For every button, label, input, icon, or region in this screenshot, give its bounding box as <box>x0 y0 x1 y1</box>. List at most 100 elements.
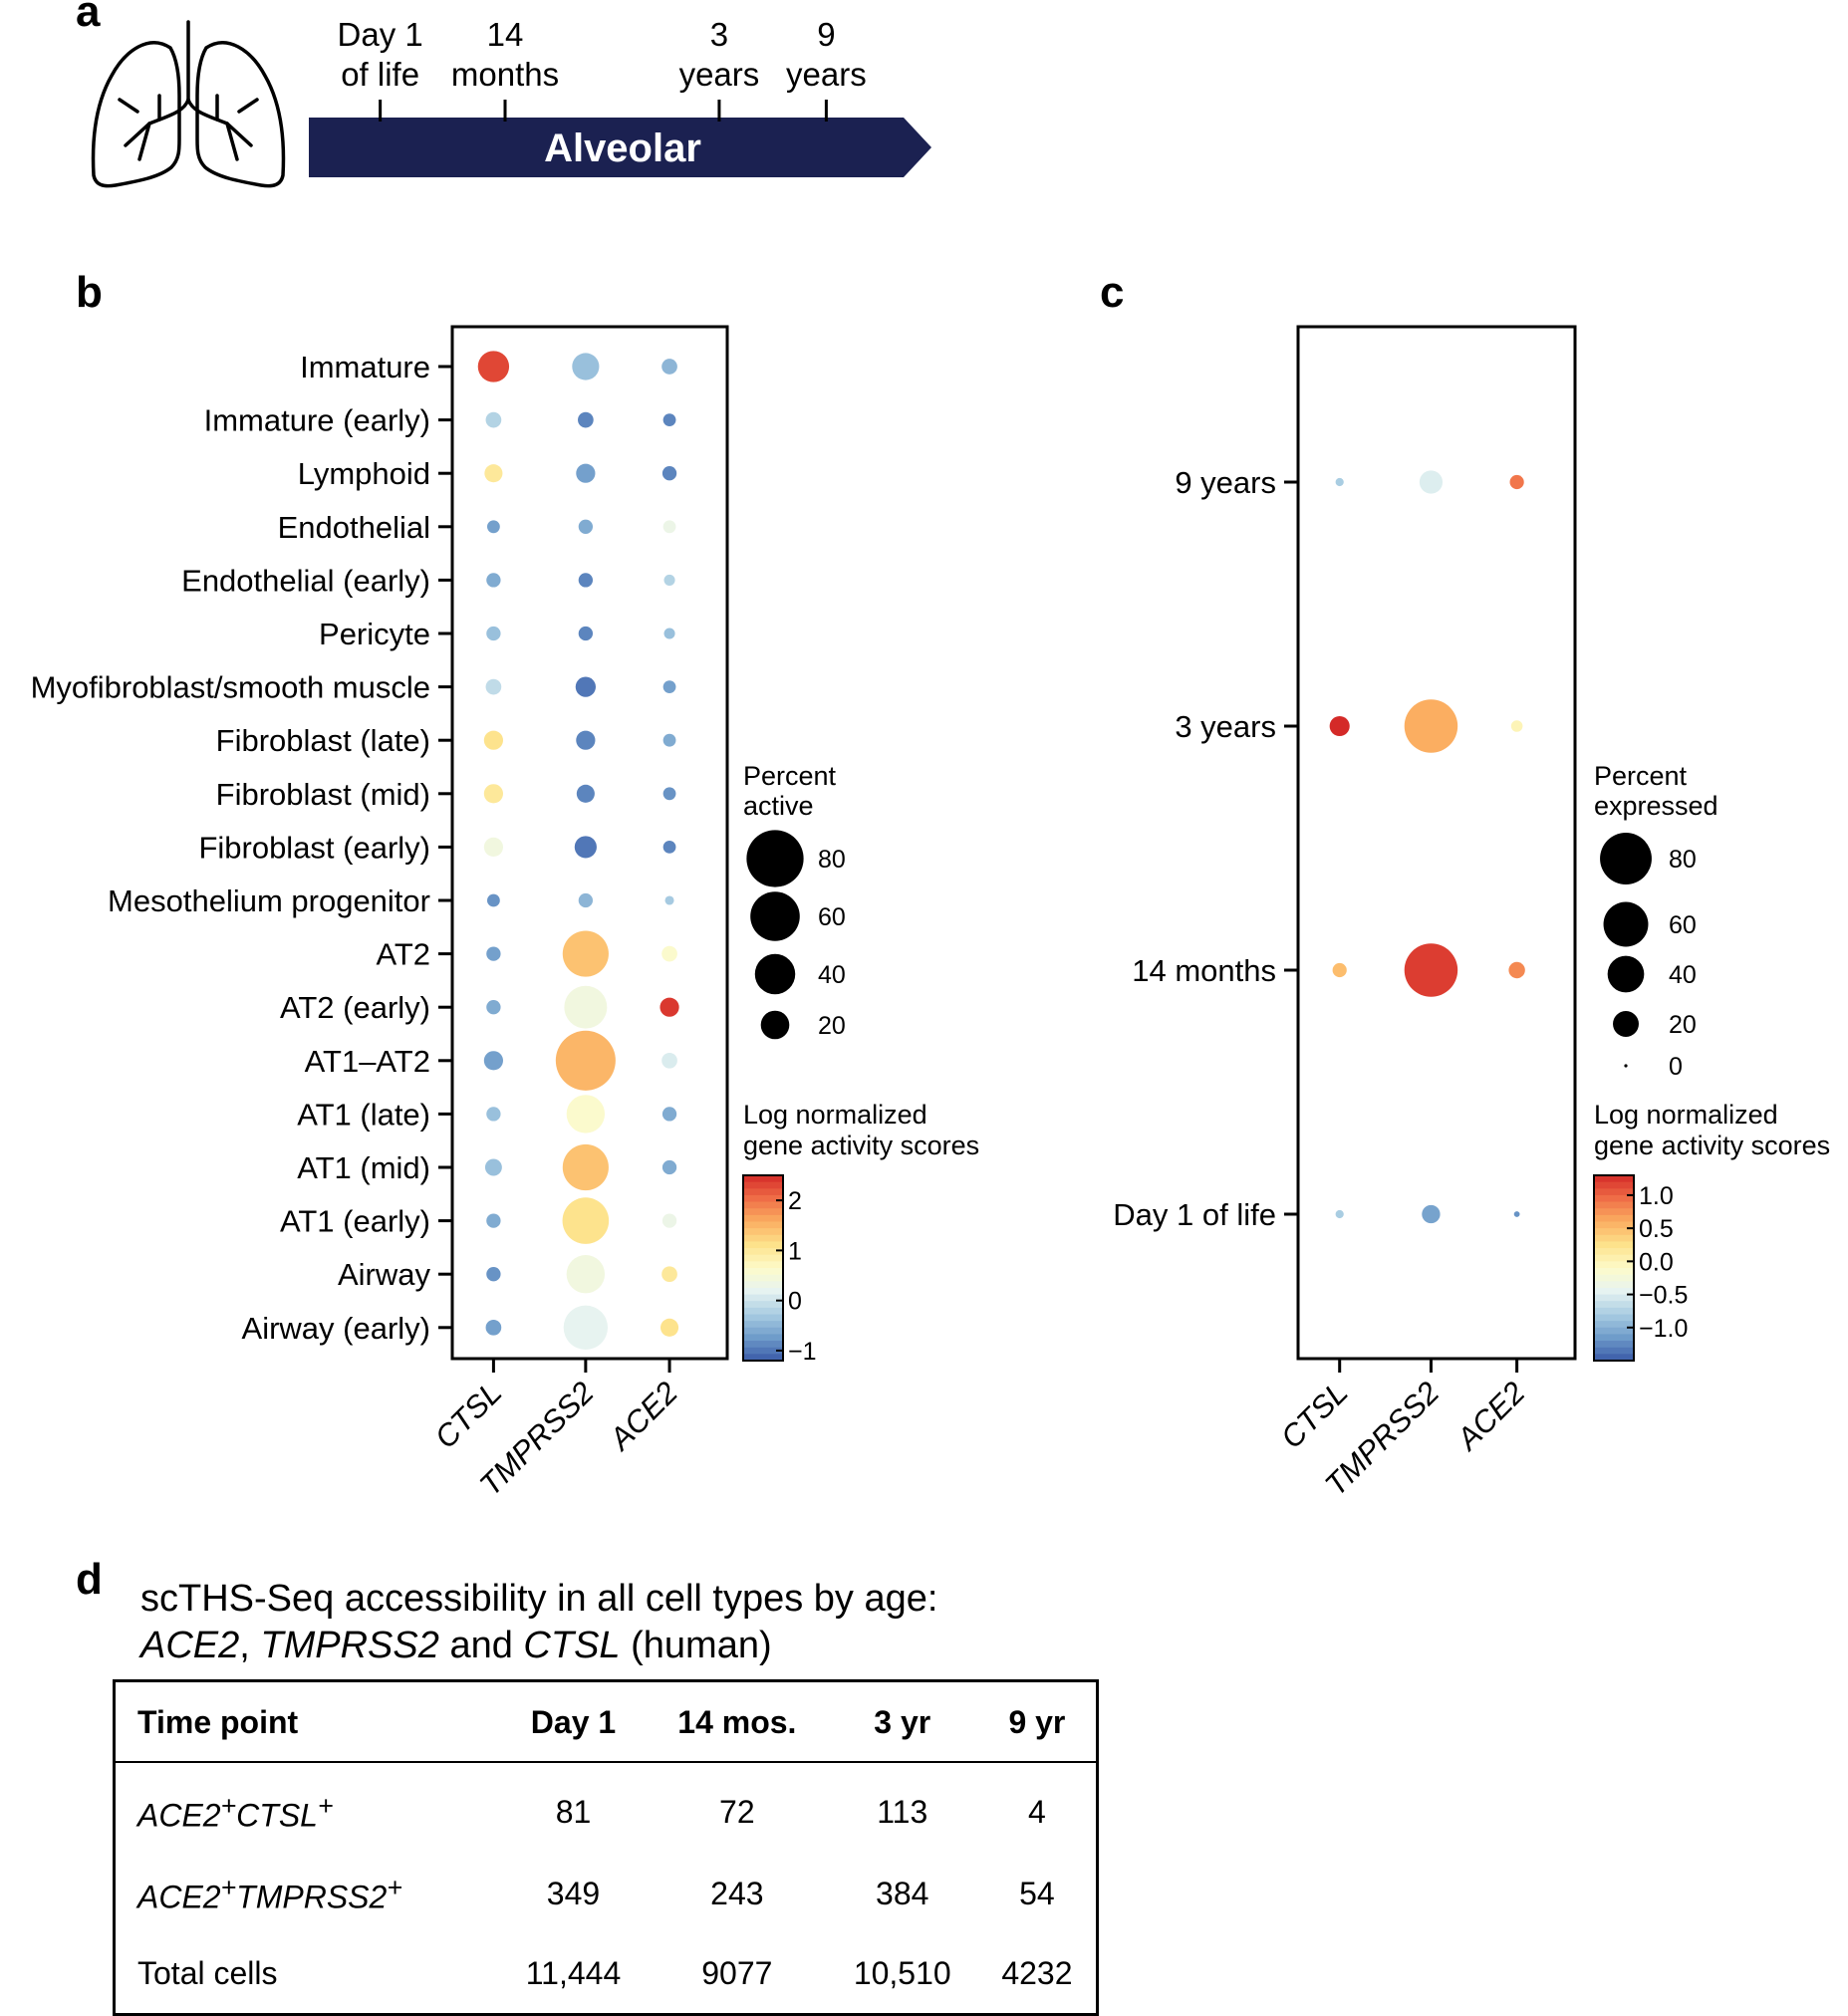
dot-ace2 <box>662 733 676 747</box>
y-tick-label: Fibroblast (late) <box>216 723 430 758</box>
title-sep-2: and <box>438 1625 524 1666</box>
colorbar-segment <box>743 1175 783 1183</box>
dot-ace2 <box>663 574 675 586</box>
colorbar-segment <box>743 1194 783 1203</box>
dot-ctsl <box>486 1267 501 1282</box>
table-row: Total cells 11,444 9077 10,510 4232 <box>115 1935 1098 2015</box>
colorbar-segment <box>1594 1287 1634 1296</box>
table-cell: 243 <box>710 1875 764 1911</box>
dot-ace2 <box>661 1159 677 1175</box>
colorbar-segment <box>743 1214 783 1223</box>
colorbar-tick-label: −0.5 <box>1639 1282 1688 1310</box>
dot-tmprss2 <box>1419 470 1444 494</box>
dot-ctsl <box>483 730 503 750</box>
size-legend-label: 20 <box>1669 1011 1697 1039</box>
dot-ace2 <box>661 359 677 375</box>
lungs-icon <box>91 20 286 188</box>
colorbar-segment <box>743 1208 783 1216</box>
colorbar-segment <box>743 1327 783 1336</box>
x-tick-label-ctsl: CTSL <box>428 1375 509 1455</box>
dot-ace2 <box>661 1052 677 1069</box>
dot-tmprss2 <box>572 353 600 380</box>
plot-frame <box>450 325 729 1361</box>
title-gene-ace2: ACE2 <box>140 1625 240 1666</box>
colorbar-segment <box>1594 1327 1634 1336</box>
table-row: ACE2+CTSL+ 81 72 113 4 <box>115 1762 1098 1855</box>
y-tick-label: 14 months <box>1132 953 1276 988</box>
dot-ace2 <box>661 1213 677 1228</box>
dot-tmprss2 <box>578 573 594 588</box>
colorbar-segment <box>1594 1321 1634 1329</box>
row-label-total-cells: Total cells <box>137 1954 278 1991</box>
dot-ctsl <box>485 411 502 428</box>
colorbar-segment <box>1594 1354 1634 1362</box>
color-legend-title-2: gene activity scores <box>1594 1131 1830 1160</box>
colorbar-segment <box>1594 1201 1634 1209</box>
dot-ctsl <box>486 1213 501 1228</box>
timeline-label-line1: Day 1 <box>338 16 423 53</box>
x-tick-label-ace2: ACE2 <box>602 1375 684 1457</box>
dot-ctsl <box>484 464 503 483</box>
colorbar-tick-label: −1.0 <box>1639 1315 1688 1343</box>
colorbar-segment <box>1594 1314 1634 1322</box>
dot-ace2 <box>662 680 676 693</box>
dot-tmprss2 <box>576 784 595 803</box>
colorbar-segment <box>1594 1307 1634 1316</box>
y-tick-label: 3 years <box>1175 709 1276 744</box>
colorbar-segment <box>1594 1274 1634 1282</box>
colorbar-segment <box>1594 1281 1634 1289</box>
colorbar-segment <box>743 1228 783 1236</box>
dot-tmprss2 <box>578 892 594 908</box>
dot-ctsl <box>483 837 503 858</box>
colorbar-segment <box>1594 1234 1634 1243</box>
dot-tmprss2 <box>563 1305 609 1350</box>
colorbar-segment <box>743 1294 783 1302</box>
colorbar-segment <box>743 1234 783 1243</box>
accessibility-table: Time point Day 1 14 mos. 3 yr 9 yr ACE2+… <box>113 1679 1099 2016</box>
dot-tmprss2 <box>566 1255 606 1294</box>
table-cell: 11,444 <box>525 1954 622 1991</box>
y-tick-label: 9 years <box>1175 465 1276 500</box>
colorbar-segment <box>743 1347 783 1355</box>
y-tick-label: Day 1 of life <box>1113 1197 1276 1232</box>
dot-tmprss2 <box>578 411 594 428</box>
colorbar-tick-label: −1 <box>788 1338 817 1366</box>
colorbar-segment <box>743 1321 783 1329</box>
dot-tmprss2 <box>575 676 596 697</box>
dot-ace2 <box>664 895 674 905</box>
colorbar-segment <box>1594 1248 1634 1256</box>
col-header-9yr: 9 yr <box>977 1680 1098 1763</box>
size-legend-dot <box>1600 833 1652 884</box>
size-legend-title-1: Percent <box>1594 761 1688 791</box>
timeline-label-line2: years <box>679 56 760 93</box>
colorbar-frame <box>1593 1174 1635 1362</box>
colorbar-segment <box>743 1307 783 1316</box>
y-tick-label: AT1 (late) <box>297 1097 430 1132</box>
dot-ctsl <box>486 1000 501 1015</box>
dot-ctsl <box>1332 962 1347 978</box>
table-cell: 4 <box>1028 1794 1046 1831</box>
dot-ctsl <box>486 626 501 641</box>
size-legend-dot <box>1624 1064 1628 1068</box>
colorbar-segment <box>743 1221 783 1229</box>
panel-label-b: b <box>76 268 103 317</box>
timeline-label-line1: 9 <box>817 16 835 53</box>
table-cell: 384 <box>876 1875 929 1911</box>
size-legend-dot <box>750 891 800 941</box>
dot-ace2 <box>1510 720 1523 732</box>
timeline-arrow <box>309 118 931 177</box>
dot-tmprss2 <box>566 1095 606 1134</box>
table-cell: 9077 <box>701 1954 773 1991</box>
colorbar-segment <box>1594 1181 1634 1189</box>
colorbar-segment <box>1594 1301 1634 1309</box>
y-tick-label: Airway (early) <box>242 1311 430 1346</box>
dot-ace2 <box>1508 961 1525 979</box>
colorbar-segment <box>743 1248 783 1256</box>
color-legend-title-1: Log normalized <box>743 1100 927 1130</box>
dot-ctsl <box>1335 1209 1344 1219</box>
color-legend-title-1: Log normalized <box>1594 1100 1778 1130</box>
colorbar-segment <box>1594 1341 1634 1349</box>
dot-tmprss2 <box>576 463 596 483</box>
table-cell: 10,510 <box>853 1954 951 1991</box>
